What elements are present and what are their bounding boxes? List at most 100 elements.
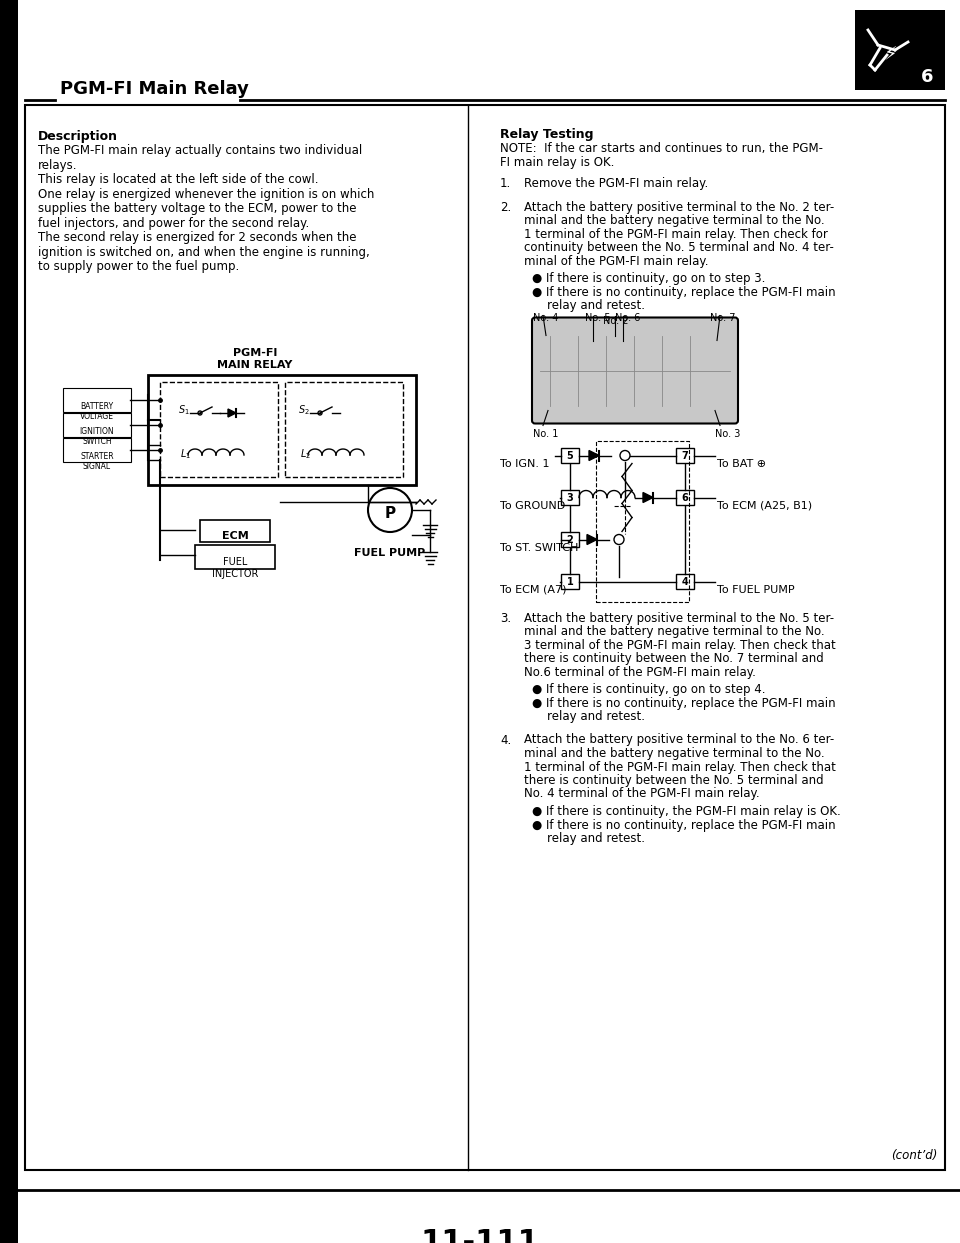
Text: 6: 6 [682,492,688,502]
Text: ● If there is no continuity, replace the PGM-FI main: ● If there is no continuity, replace the… [532,696,835,710]
Circle shape [318,411,322,415]
Text: To FUEL PUMP: To FUEL PUMP [717,584,795,594]
Text: there is continuity between the No. 5 terminal and: there is continuity between the No. 5 te… [524,774,824,787]
Bar [195,544,275,569]
Text: Attach the battery positive terminal to the No. 5 ter-: Attach the battery positive terminal to … [524,612,834,624]
Text: 3.: 3. [500,612,511,624]
Text: No.6 terminal of the PGM-FI main relay.: No.6 terminal of the PGM-FI main relay. [524,665,756,679]
Text: 3: 3 [566,492,573,502]
Text: ECM: ECM [222,531,249,541]
Text: FUEL
INJECTOR: FUEL INJECTOR [212,557,258,578]
Bar [148,375,416,485]
Text: The second relay is energized for 2 seconds when the: The second relay is energized for 2 seco… [38,231,356,244]
Text: No. 7: No. 7 [710,312,735,322]
Text: P: P [384,506,396,521]
Text: To IGN. 1: To IGN. 1 [500,459,549,469]
Bar [561,532,579,547]
Text: to supply power to the fuel pump.: to supply power to the fuel pump. [38,260,239,273]
Polygon shape [643,492,653,502]
Bar [561,447,579,462]
FancyBboxPatch shape [63,413,131,438]
Text: (cont’d): (cont’d) [891,1149,937,1162]
Text: $L_1$: $L_1$ [180,447,191,461]
Text: To ST. SWITCH: To ST. SWITCH [500,542,578,552]
Text: PGM-FI: PGM-FI [233,348,277,358]
Text: ● If there is no continuity, replace the PGM-FI main: ● If there is no continuity, replace the… [532,818,835,832]
Text: 2.: 2. [500,200,512,214]
Circle shape [368,488,412,532]
Text: This relay is located at the left side of the cowl.: This relay is located at the left side o… [38,173,319,186]
Text: No. 1: No. 1 [533,429,559,439]
Text: One relay is energized whenever the ignition is on which: One relay is energized whenever the igni… [38,188,374,200]
FancyBboxPatch shape [63,388,131,411]
Text: BATTERY
VOLTAGE: BATTERY VOLTAGE [80,401,114,421]
Polygon shape [589,450,599,460]
Text: No. 6: No. 6 [615,312,640,322]
Text: relay and retest.: relay and retest. [532,300,645,312]
Bar [160,382,278,477]
Text: No. 3: No. 3 [715,429,740,439]
Text: ⚡: ⚡ [883,46,897,65]
Text: ● If there is continuity, go on to step 4.: ● If there is continuity, go on to step … [532,682,765,696]
Bar [561,490,579,505]
Text: continuity between the No. 5 terminal and No. 4 ter-: continuity between the No. 5 terminal an… [524,241,834,254]
Text: FI main relay is OK.: FI main relay is OK. [500,155,614,169]
Text: 5: 5 [566,450,573,460]
Polygon shape [228,409,236,416]
Text: No. 5: No. 5 [585,312,611,322]
Text: ● If there is no continuity, replace the PGM-FI main: ● If there is no continuity, replace the… [532,286,835,298]
Circle shape [198,411,202,415]
Bar [676,447,694,462]
Text: FUEL PUMP: FUEL PUMP [354,548,425,558]
Bar [596,440,689,602]
Text: $S_1$: $S_1$ [178,403,190,416]
Text: $L_2$: $L_2$ [300,447,311,461]
Bar [285,382,403,477]
Text: relays.: relays. [38,159,78,172]
Text: 1: 1 [566,577,573,587]
Text: Remove the PGM-FI main relay.: Remove the PGM-FI main relay. [524,177,708,190]
Text: minal and the battery negative terminal to the No.: minal and the battery negative terminal … [524,747,825,759]
Bar [561,573,579,588]
Text: 1 terminal of the PGM-FI main relay. Then check for: 1 terminal of the PGM-FI main relay. The… [524,227,828,240]
Text: $S_2$: $S_2$ [298,403,310,416]
Text: To BAT ⊕: To BAT ⊕ [717,459,766,469]
Text: No. 4: No. 4 [533,312,559,322]
Bar [0,0,18,1243]
Bar [676,573,694,588]
Text: fuel injectors, and power for the second relay.: fuel injectors, and power for the second… [38,216,309,230]
Text: To GROUND: To GROUND [500,501,565,511]
Text: relay and retest.: relay and retest. [532,832,645,845]
Bar [25,104,945,1170]
Text: Relay Testing: Relay Testing [500,128,593,140]
Text: 1 terminal of the PGM-FI main relay. Then check that: 1 terminal of the PGM-FI main relay. The… [524,761,836,773]
Bar [676,490,694,505]
Text: Attach the battery positive terminal to the No. 2 ter-: Attach the battery positive terminal to … [524,200,834,214]
Text: 3 terminal of the PGM-FI main relay. Then check that: 3 terminal of the PGM-FI main relay. The… [524,639,836,651]
Bar [855,10,945,89]
Text: ● If there is continuity, go on to step 3.: ● If there is continuity, go on to step … [532,272,765,285]
FancyBboxPatch shape [532,317,738,424]
Text: minal and the battery negative terminal to the No.: minal and the battery negative terminal … [524,214,825,227]
Text: The PGM-FI main relay actually contains two individual: The PGM-FI main relay actually contains … [38,144,362,157]
Text: supplies the battery voltage to the ECM, power to the: supplies the battery voltage to the ECM,… [38,203,356,215]
Text: 7: 7 [682,450,688,460]
Text: 6: 6 [921,68,933,86]
FancyBboxPatch shape [63,438,131,462]
Text: IGNITION
SWITCH: IGNITION SWITCH [80,428,114,446]
Text: 4: 4 [682,577,688,587]
Text: 4.: 4. [500,733,512,747]
Text: Description: Description [38,131,118,143]
Text: To ECM (A25, B1): To ECM (A25, B1) [717,501,812,511]
Text: there is continuity between the No. 7 terminal and: there is continuity between the No. 7 te… [524,653,824,665]
Text: NOTE:  If the car starts and continues to run, the PGM-: NOTE: If the car starts and continues to… [500,142,823,155]
Text: relay and retest.: relay and retest. [532,710,645,723]
Circle shape [620,450,630,460]
Text: minal and the battery negative terminal to the No.: minal and the battery negative terminal … [524,625,825,638]
Text: ignition is switched on, and when the engine is running,: ignition is switched on, and when the en… [38,246,370,259]
Circle shape [614,534,624,544]
Text: MAIN RELAY: MAIN RELAY [217,360,293,370]
Text: No. 2: No. 2 [603,316,629,326]
Text: No. 4 terminal of the PGM-FI main relay.: No. 4 terminal of the PGM-FI main relay. [524,788,759,800]
Polygon shape [587,534,597,544]
